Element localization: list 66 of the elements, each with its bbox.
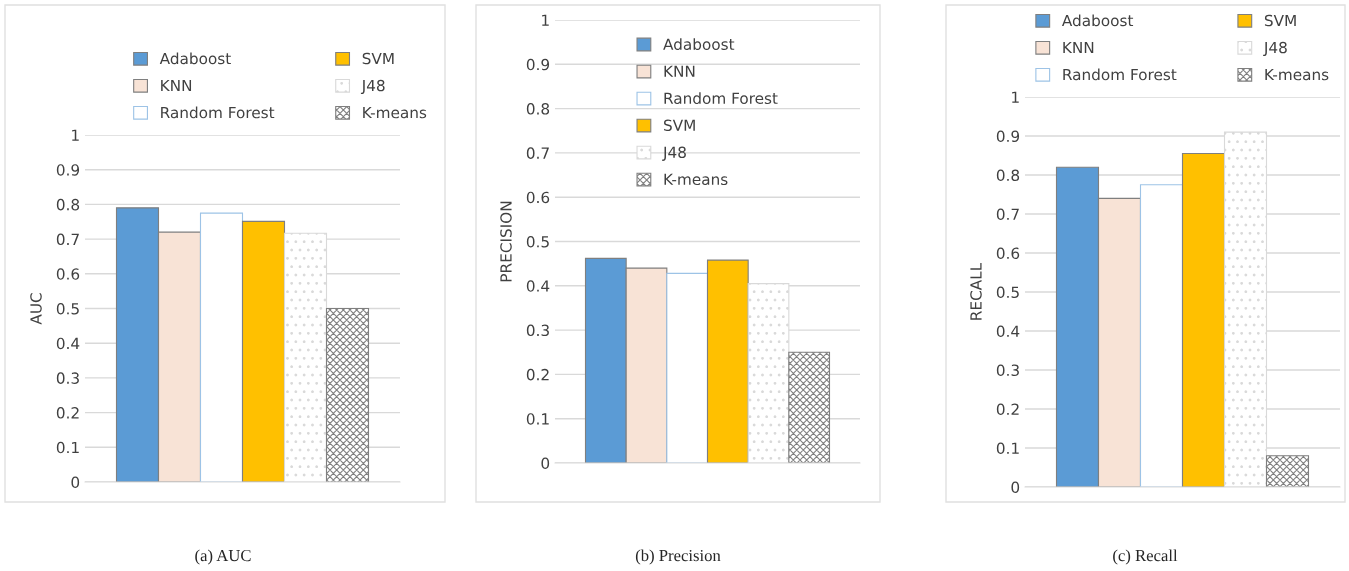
text: (c) Recall xyxy=(1113,549,1178,565)
legend-label: K-means xyxy=(1265,68,1329,81)
y-tick-label: 0.3 xyxy=(526,324,549,337)
legend-label: Random Forest xyxy=(161,106,275,119)
y-tick-label: 0.5 xyxy=(526,235,549,248)
legend-label: J48 xyxy=(662,146,686,161)
y-tick-label: 0.4 xyxy=(56,337,80,350)
y-tick-label: 1 xyxy=(542,14,549,26)
text: (a) AUC xyxy=(195,549,251,565)
y-tick-label: 0.6 xyxy=(526,191,550,204)
bar xyxy=(325,307,370,482)
bar xyxy=(666,272,709,463)
y-tick-label: 0.8 xyxy=(56,198,80,211)
y-tick-label: 0.7 xyxy=(996,208,1019,221)
y-tick-label: 0.5 xyxy=(56,302,79,315)
y-tick-label: 0.4 xyxy=(526,280,550,292)
legend-label: KNN xyxy=(161,79,192,92)
y-tick-label: 0.8 xyxy=(996,169,1020,182)
y-tick-label: 0.9 xyxy=(996,130,1020,143)
y-tick-label: 0 xyxy=(541,457,550,470)
y-tick-label: 0.1 xyxy=(996,442,1019,455)
legend-label: SVM xyxy=(1264,14,1296,27)
legend-label: SVM xyxy=(362,52,394,65)
legend-label: K-means xyxy=(664,173,728,186)
y-tick-label: 0.2 xyxy=(996,403,1019,416)
y-tick-label: 0.7 xyxy=(56,233,79,246)
y-tick-label: 0.2 xyxy=(56,407,79,419)
y-axis-title: AUC xyxy=(30,293,42,325)
legend-label: KNN xyxy=(664,65,695,77)
y-tick-label: 0.1 xyxy=(526,413,549,425)
y-tick-label: 0.3 xyxy=(996,364,1019,377)
text: (b) Precision xyxy=(635,549,721,565)
y-tick-label: 0.2 xyxy=(526,368,549,381)
legend-label: J48 xyxy=(1263,41,1287,57)
y-tick-label: 0.6 xyxy=(56,268,80,280)
y-axis-title: RECALL xyxy=(970,262,982,320)
legend-label: SVM xyxy=(664,119,695,132)
y-tick-label: 0.5 xyxy=(996,286,1019,299)
y-tick-label: 0.9 xyxy=(526,58,550,71)
y-tick-label: 0.3 xyxy=(56,372,79,384)
y-tick-label: 0.7 xyxy=(526,147,549,159)
y-tick-label: 1 xyxy=(72,129,79,141)
legend-label: Adaboost xyxy=(1061,14,1134,27)
y-tick-label: 0 xyxy=(71,476,80,489)
y-tick-label: 0.6 xyxy=(996,247,1020,260)
legend-label: J48 xyxy=(360,79,385,95)
y-axis-title: PRECISION xyxy=(500,201,512,282)
bar xyxy=(199,212,244,482)
bar xyxy=(706,259,749,463)
bar xyxy=(788,351,831,463)
y-tick-label: 0.4 xyxy=(996,325,1020,338)
y-tick-label: 0.9 xyxy=(56,164,80,176)
y-tick-label: 0.8 xyxy=(526,103,550,115)
bar xyxy=(1139,184,1184,487)
bar xyxy=(1181,152,1226,487)
y-tick-label: 1 xyxy=(1012,91,1019,103)
legend-label: Adaboost xyxy=(159,52,231,65)
bar xyxy=(241,220,286,482)
bar xyxy=(1265,455,1310,487)
y-tick-label: 0.1 xyxy=(56,441,79,454)
legend-label: Adaboost xyxy=(663,38,735,51)
legend-label: Random Forest xyxy=(664,92,778,105)
y-tick-label: 0 xyxy=(1011,481,1020,494)
legend-label: K-means xyxy=(363,106,427,119)
legend-label: KNN xyxy=(1063,41,1094,54)
legend-label: Random Forest xyxy=(1063,68,1177,81)
